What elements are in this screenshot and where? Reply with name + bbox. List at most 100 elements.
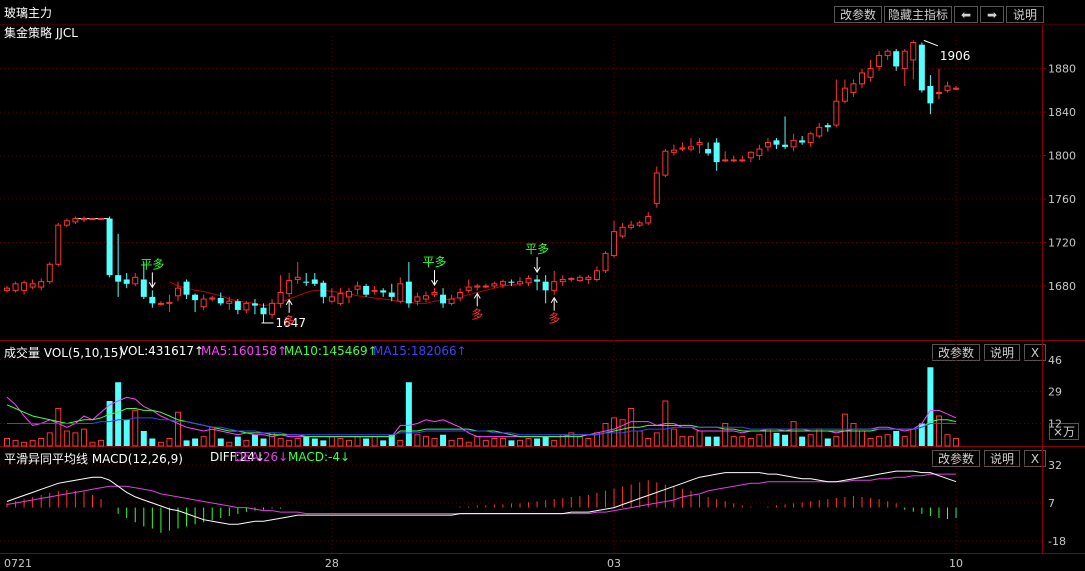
volume-bar [551, 439, 558, 447]
volume-bar [833, 436, 840, 447]
volume-bar [226, 441, 233, 447]
volume-bar [260, 438, 267, 446]
candle-body [431, 292, 438, 296]
volume-bar [328, 436, 335, 447]
volume-bar [568, 432, 575, 447]
candle-body [55, 224, 62, 265]
volume-ma10: MA10:145469↑ [284, 344, 378, 358]
candle-body [705, 149, 712, 154]
volume-bar [859, 430, 865, 447]
candle-body [713, 142, 720, 163]
volume-bar [739, 436, 746, 447]
volume-bar [277, 438, 284, 447]
candle-body [645, 215, 652, 224]
candle-body [132, 276, 139, 285]
volume-bar [517, 439, 523, 447]
volume-bar [414, 434, 421, 447]
candle-body [619, 226, 626, 237]
volume-bar [200, 436, 207, 447]
volume-bar [106, 401, 113, 446]
macd-dea: DEA:26↓ [234, 450, 289, 464]
volume-bar [72, 432, 79, 447]
volume-bar [166, 438, 173, 447]
candle-body [662, 150, 669, 176]
candle-body [303, 281, 310, 283]
candle-body [286, 280, 293, 295]
candle-body [192, 294, 199, 301]
volume-bar [918, 423, 925, 446]
candle-body [21, 282, 28, 291]
candle-body [542, 281, 549, 291]
candle-body [696, 142, 703, 146]
volume-value: VOL:431617↑ [120, 344, 205, 358]
candle-body [166, 301, 173, 304]
volume-bar [448, 439, 455, 447]
candle-body [183, 281, 190, 295]
volume-bar [953, 438, 960, 447]
volume-bar [63, 430, 70, 447]
volume-bar [927, 367, 934, 446]
candle-body [773, 140, 780, 145]
candle-body [824, 125, 831, 128]
macd-close-icon[interactable]: X [1024, 450, 1046, 467]
main-params-button[interactable]: 改参数 [834, 6, 882, 23]
volume-bar [807, 434, 814, 447]
volume-bar [816, 428, 823, 447]
volume-bar [824, 438, 831, 446]
price-tick-label: 1800 [1048, 150, 1076, 163]
candle-body [884, 50, 891, 57]
next-arrow-icon[interactable]: ➡ [980, 6, 1004, 23]
candle-body [559, 278, 566, 283]
macd-help-button[interactable]: 说明 [984, 450, 1020, 467]
hide-main-indicator-button[interactable]: 隐藏主指标 [884, 6, 952, 23]
volume-bar [910, 428, 917, 447]
volume-bar [371, 436, 378, 447]
candle-body [234, 301, 241, 310]
main-help-button[interactable]: 说明 [1006, 6, 1044, 23]
candle-body [790, 139, 797, 148]
volume-bar [585, 438, 592, 447]
price-tick-label: 1680 [1048, 280, 1076, 293]
candle-body [628, 224, 635, 228]
candle-body [901, 50, 908, 70]
candle-body [422, 295, 429, 300]
volume-bar [465, 441, 472, 447]
volume-bar [722, 423, 729, 447]
candle-body [29, 283, 36, 288]
volume-bar [80, 428, 87, 447]
prev-arrow-icon[interactable]: ⬅ [954, 6, 978, 23]
candle-body [277, 292, 284, 304]
volume-bar [303, 436, 310, 446]
candle-body [568, 277, 575, 280]
candle-body [320, 282, 327, 297]
candle-body [876, 55, 883, 67]
volume-bar [696, 430, 703, 447]
time-tick-label: 10 [949, 557, 963, 570]
volume-bar [653, 432, 660, 447]
volume-bar [876, 436, 883, 447]
volume-bar [773, 432, 780, 446]
volume-bar [123, 419, 130, 446]
volume-bar [132, 409, 139, 447]
volume-tick-label: 12 [1048, 418, 1062, 431]
volume-bar [320, 440, 327, 446]
volume-bar [363, 438, 370, 446]
candle-body [653, 172, 660, 204]
candle-body [251, 303, 258, 306]
candle-body [440, 294, 447, 304]
candle-body [12, 283, 19, 291]
candle-body [850, 83, 857, 94]
volume-help-button[interactable]: 说明 [984, 344, 1020, 361]
candle-body [200, 298, 207, 308]
volume-close-icon[interactable]: X [1024, 344, 1046, 361]
volume-bar [482, 439, 489, 447]
dea-line [6, 473, 957, 515]
volume-bar [636, 430, 643, 447]
macd-params-button[interactable]: 改参数 [932, 450, 980, 467]
volume-bar [380, 440, 387, 446]
volume-bar [713, 436, 720, 446]
volume-bar [611, 417, 618, 447]
volume-bar [542, 436, 549, 446]
